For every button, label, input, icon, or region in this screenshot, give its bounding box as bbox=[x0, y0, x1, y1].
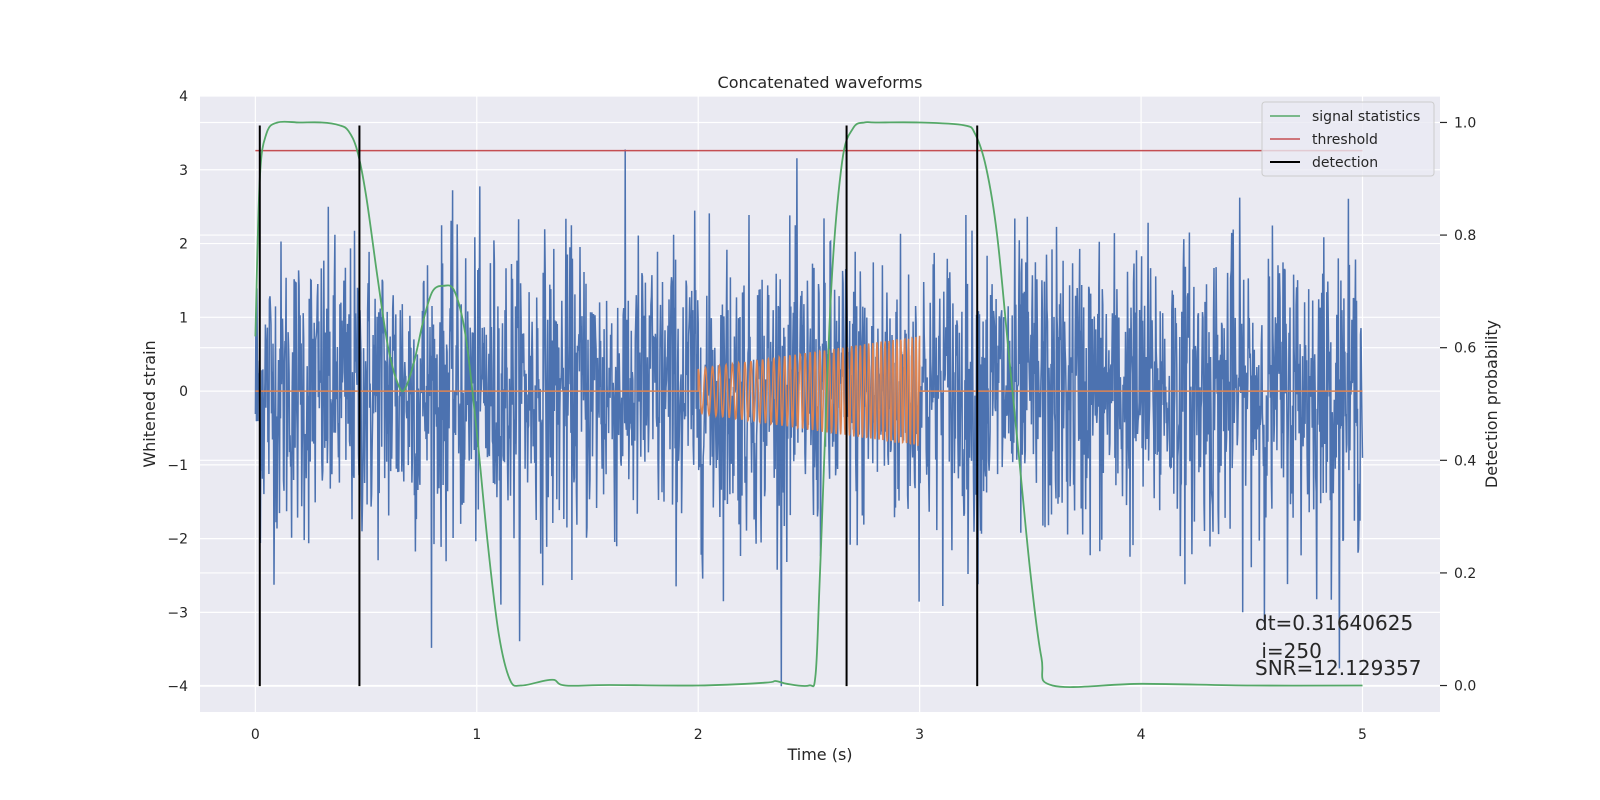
right-tick-label: 0.4 bbox=[1454, 453, 1476, 469]
right-tick-label: 0.8 bbox=[1454, 228, 1476, 244]
x-axis-title: Time (s) bbox=[786, 745, 852, 764]
legend-label-detection: detection bbox=[1312, 155, 1378, 171]
x-tick-label: 3 bbox=[915, 727, 924, 743]
x-tick-label: 5 bbox=[1358, 727, 1367, 743]
legend-box bbox=[1261, 101, 1435, 177]
x-tick-label: 1 bbox=[472, 727, 481, 743]
y-tick-label: −2 bbox=[167, 532, 188, 548]
y-tick-label: 3 bbox=[179, 163, 188, 179]
right-tick-label: 1.0 bbox=[1454, 115, 1476, 131]
plot-area bbox=[254, 120, 1364, 688]
y-tick-label: 2 bbox=[179, 237, 188, 253]
right-tick-label: 0.6 bbox=[1454, 341, 1476, 357]
legend-label-signal-statistics: signal statistics bbox=[1312, 109, 1420, 125]
y-tick-label: −3 bbox=[167, 605, 188, 621]
legend: signal statistics threshold detection bbox=[1261, 101, 1435, 177]
injected-waveform-line bbox=[255, 335, 1363, 446]
y-tick-label: −4 bbox=[167, 679, 188, 695]
y-tick-label: 0 bbox=[179, 384, 188, 400]
y-axis-title: Whitened strain bbox=[140, 340, 159, 467]
y-axis-ticks: −4 −3 −2 −1 0 1 2 3 4 bbox=[167, 89, 188, 695]
x-tick-label: 0 bbox=[251, 727, 260, 743]
x-tick-label: 2 bbox=[694, 727, 703, 743]
annotation-dt: dt=0.31640625 bbox=[1255, 611, 1413, 635]
y-tick-label: −1 bbox=[167, 458, 188, 474]
x-axis-ticks: 0 1 2 3 4 5 bbox=[251, 727, 1367, 743]
annotation-snr: SNR=12.129357 bbox=[1255, 656, 1421, 680]
right-tick-label: 0.0 bbox=[1454, 679, 1476, 695]
annotation-index: i=250 bbox=[1255, 639, 1322, 663]
y-tick-label: 4 bbox=[179, 89, 188, 105]
y-tick-label: 1 bbox=[179, 310, 188, 326]
right-axis-ticks: 0.0 0.2 0.4 0.6 0.8 1.0 bbox=[1440, 115, 1476, 695]
legend-label-threshold: threshold bbox=[1312, 132, 1378, 148]
right-axis-title: Detection probability bbox=[1482, 320, 1501, 488]
signal-statistics-line bbox=[254, 120, 1363, 688]
annotations: dt=0.31640625 i=250 SNR=12.129357 bbox=[1255, 611, 1421, 680]
chart-title: Concatenated waveforms bbox=[718, 73, 923, 92]
right-tick-label: 0.2 bbox=[1454, 566, 1476, 582]
x-tick-label: 4 bbox=[1137, 727, 1146, 743]
